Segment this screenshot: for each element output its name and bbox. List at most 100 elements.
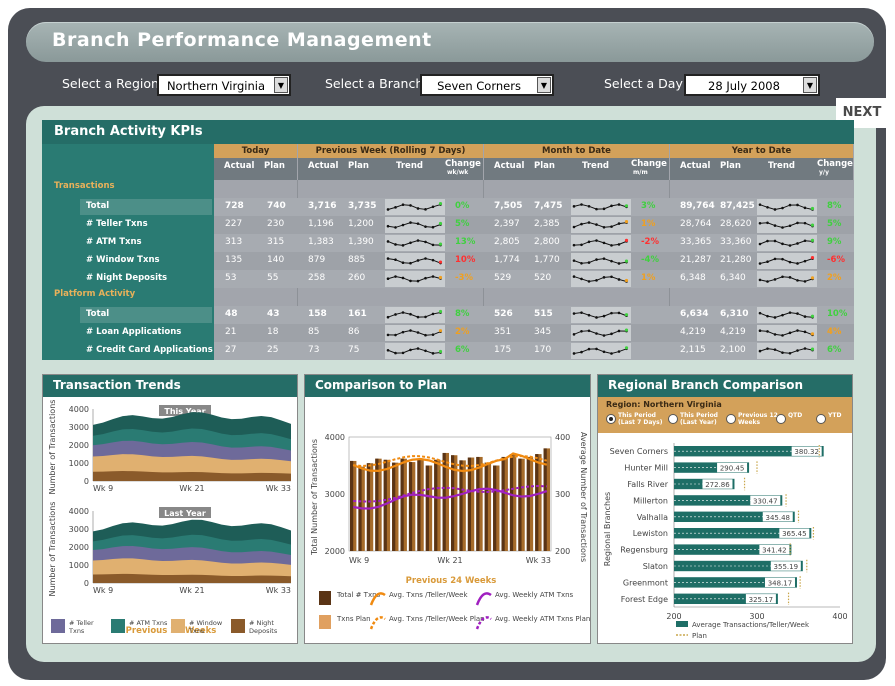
legend-swatch (319, 615, 331, 629)
comparison-footer: Previous 24 Weeks (406, 576, 497, 586)
branch-label: Lewiston (633, 529, 668, 538)
regional-filter-bar: Region: Northern Virginia This Period (L… (598, 397, 852, 433)
radio-selected-dot (609, 417, 613, 421)
kpi-cell: 21 (225, 327, 237, 337)
trend-sparkline (757, 307, 817, 323)
comparison-ytick: 4000 (325, 433, 345, 442)
kpi-cell: 18 (267, 327, 279, 337)
regional-region-label: Region: Northern Virginia (606, 400, 722, 409)
kpi-subheader-bg (214, 158, 297, 180)
kpi-col-header: Plan (534, 161, 555, 171)
trend-sparkline (757, 199, 817, 215)
kpi-row-labels-bg (42, 144, 214, 360)
legend-line (369, 616, 386, 630)
total-txns-bar (501, 456, 508, 551)
kpi-row-label: Total (86, 309, 110, 319)
branch-bar[interactable] (674, 544, 792, 555)
change-value: 0% (455, 201, 470, 211)
kpi-row-label: # Loan Applications (86, 327, 182, 337)
legend-label: Avg. Txns /Teller/Week (389, 591, 468, 599)
regional-ylabel: Regional Branches (603, 492, 612, 566)
total-txns-bar-shade (467, 457, 472, 551)
period-radio-label: This Period (Last 7 Days) (618, 412, 663, 426)
period-radio[interactable] (776, 414, 786, 424)
table-row (214, 306, 854, 324)
kpi-cell: 75 (348, 345, 360, 355)
comparison-panel: Comparison to Plan Total Number of Trans… (304, 374, 591, 644)
bar-value-bg (750, 495, 781, 506)
trends-ylabel-2: Number of Transactions (48, 502, 57, 597)
trends-area-layer (93, 573, 291, 583)
trend-sparkline (757, 325, 817, 341)
bar-value-label: 348.17 (768, 579, 793, 587)
kpi-cell: 351 (494, 327, 512, 337)
bar-value-bg (779, 528, 810, 538)
trend-sparkline (385, 253, 445, 269)
trends-xtick: Wk 9 (93, 484, 113, 493)
region-select[interactable]: Northern Virginia ▼ (157, 74, 291, 96)
page-title: Branch Performance Management (52, 29, 432, 51)
branch-label: Greenmont (623, 578, 668, 587)
period-radio[interactable] (816, 414, 826, 424)
change-value: 10% (827, 309, 848, 319)
kpi-col-header: Actual (494, 161, 525, 171)
kpi-section-label: Platform Activity (54, 289, 136, 299)
legend-swatch (231, 619, 245, 633)
branch-label: Hunter Mill (624, 464, 668, 473)
branch-bar[interactable] (674, 593, 778, 604)
kpi-cell: 1,390 (348, 237, 374, 247)
comparison-ytick: 3000 (325, 490, 345, 499)
kpi-cell: 85 (308, 327, 320, 337)
avg-txns-teller-plan-line (353, 454, 548, 467)
legend-label: Plan (692, 632, 707, 640)
trend-sparkline (385, 199, 445, 215)
period-radio[interactable] (668, 414, 678, 424)
legend-label: # Night Deposits (249, 619, 278, 635)
total-txns-bar (417, 458, 424, 551)
day-select[interactable]: 28 July 2008 ▼ (684, 74, 820, 96)
kpi-cell: 28,764 (680, 219, 712, 229)
kpi-cell: 315 (267, 237, 285, 247)
total-txns-bar-shade (425, 465, 429, 551)
trend-sparkline (385, 217, 445, 233)
bar-value-bg (717, 462, 748, 473)
trends-ytick: 4000 (69, 507, 89, 516)
comparison-y2tick: 400 (555, 433, 570, 442)
branch-bar[interactable] (674, 495, 783, 506)
change-value: 1% (641, 273, 656, 283)
change-value: -6% (827, 255, 845, 265)
kpi-cell: 740 (267, 201, 286, 211)
change-value: 8% (827, 201, 842, 211)
kpi-col-header: Change (631, 159, 667, 169)
branch-bar[interactable] (674, 446, 824, 457)
period-radio-label: This Period (Last Year) (680, 412, 718, 426)
comparison-xtick: Wk 21 (437, 556, 462, 565)
comparison-y2tick: 300 (555, 490, 570, 499)
this-year-tag (159, 405, 211, 416)
branch-label: Select a Branch (325, 76, 424, 91)
change-value: 6% (455, 345, 470, 355)
change-value: 3% (641, 201, 656, 211)
legend-label: Avg. Txns /Teller/Week Plan (389, 615, 485, 623)
total-txns-bar-shade (501, 456, 505, 551)
comparison-ytick: 2000 (325, 547, 345, 556)
period-radio[interactable] (726, 414, 736, 424)
total-txns-bar-shade (442, 452, 446, 551)
change-value: -4% (641, 255, 659, 265)
kpi-cell: 529 (494, 273, 512, 283)
trend-sparkline (757, 217, 817, 233)
total-txns-bar-shade (417, 458, 421, 551)
total-txns-bar (526, 456, 534, 551)
branch-select[interactable]: Seven Corners ▼ (420, 74, 554, 96)
kpi-cell: 89,764 (680, 201, 715, 211)
kpi-section-label: Transactions (54, 181, 115, 191)
regional-title: Regional Branch Comparison (598, 375, 852, 397)
avg-atm-txns-plan-line (353, 484, 547, 503)
kpi-subheader-bg (298, 158, 483, 180)
total-txns-bar (476, 456, 483, 551)
kpi-cell: 55 (267, 273, 279, 283)
comparison-chart: Total Number of Transactions Average Num… (310, 432, 590, 630)
total-txns-bar (366, 463, 374, 551)
period-radio[interactable] (606, 414, 616, 424)
legend-label: # Teller Txns (69, 619, 94, 635)
